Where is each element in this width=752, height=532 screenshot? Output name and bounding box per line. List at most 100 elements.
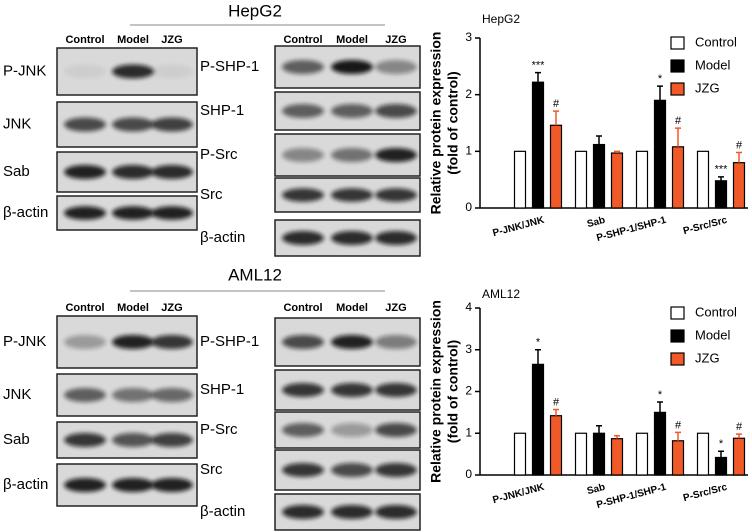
y-axis-label: Relative protein expression <box>428 300 444 483</box>
lane-label: Model <box>117 302 149 314</box>
x-tick-label: Sab <box>586 215 607 230</box>
significance-mark: * <box>658 389 663 401</box>
error-bar <box>553 408 559 416</box>
blot-title: HepG2 <box>228 1 282 20</box>
significance-mark: # <box>736 421 743 433</box>
protein-label: P-SHP-1 <box>200 333 259 350</box>
blot-band <box>331 335 373 349</box>
error-bar <box>675 431 681 441</box>
legend-swatch <box>670 36 685 50</box>
legend-swatch <box>670 329 685 343</box>
error-bar <box>596 135 602 145</box>
blot-band <box>151 206 193 220</box>
bar <box>549 415 563 476</box>
lane-label: Model <box>117 34 149 46</box>
significance-mark: # <box>675 419 682 431</box>
legend-label: Control <box>695 304 737 319</box>
blot-band <box>151 117 193 132</box>
blot-band <box>151 433 193 447</box>
blot-band <box>282 383 324 397</box>
y-tick-label: 4 <box>465 300 472 314</box>
x-tick-label: P-JNK/JNK <box>492 215 547 239</box>
blot-band <box>331 463 373 477</box>
error-bar <box>596 424 602 434</box>
error-bar <box>535 349 541 365</box>
blot-band <box>331 423 373 437</box>
lane-label: Model <box>336 34 368 46</box>
error-bar <box>675 127 681 147</box>
blot-band <box>375 335 417 349</box>
protein-label: P-Src <box>200 421 238 438</box>
bar <box>635 432 649 476</box>
error-bar <box>657 85 663 101</box>
blot-band <box>112 117 154 132</box>
blot-band <box>64 433 106 447</box>
blot-band <box>331 505 373 519</box>
legend-label: Control <box>695 34 737 49</box>
legend-label: Model <box>695 57 731 72</box>
y-tick-label: 1 <box>465 425 472 439</box>
bar <box>549 124 563 209</box>
error-bar <box>657 401 663 413</box>
blot-band <box>112 433 154 447</box>
error-bar <box>736 433 742 439</box>
legend-swatch <box>670 352 685 366</box>
error-bar <box>553 110 559 126</box>
x-tick-label: P-SHP-1/SHP-1 <box>595 215 668 244</box>
blot-band <box>64 335 106 349</box>
bar <box>696 150 710 209</box>
protein-label: β-actin <box>3 204 48 221</box>
blot-band <box>331 60 373 74</box>
protein-label: Src <box>200 461 223 478</box>
bar <box>513 432 527 476</box>
lane-label: JZG <box>161 34 182 46</box>
lane-label: Control <box>65 302 104 314</box>
lane-label: Control <box>65 34 104 46</box>
blot-band <box>64 117 106 132</box>
bar <box>610 152 624 209</box>
blot-band <box>64 206 106 220</box>
blot-band <box>375 383 417 397</box>
error-bar <box>718 450 724 458</box>
bar <box>696 432 710 476</box>
blot-band <box>331 104 373 118</box>
y-tick-label: 3 <box>465 342 472 356</box>
blot-band <box>151 165 193 179</box>
bar <box>714 456 728 476</box>
protein-label: JNK <box>3 115 31 132</box>
legend-label: JZG <box>695 80 720 95</box>
error-bar <box>736 151 742 163</box>
blot-band <box>64 64 106 79</box>
bar <box>610 438 624 476</box>
y-tick-label: 0 <box>465 467 472 481</box>
significance-mark: # <box>553 396 560 408</box>
y-tick-label: 2 <box>465 384 472 398</box>
legend-label: Model <box>695 327 731 342</box>
significance-mark: * <box>536 337 541 349</box>
blot-band <box>151 478 193 492</box>
x-tick-label: P-JNK/JNK <box>492 482 547 506</box>
bar <box>671 146 685 209</box>
y-axis-label: (fold of control) <box>445 340 461 443</box>
blot-band <box>282 463 324 477</box>
blot-band <box>112 478 154 492</box>
error-bar <box>614 150 620 154</box>
x-tick-label: P-SHP-1/SHP-1 <box>595 482 668 511</box>
bar <box>732 437 746 476</box>
protein-label: Src <box>200 186 223 203</box>
blot-band <box>282 423 324 437</box>
protein-label: P-Src <box>200 146 238 163</box>
blot-band <box>151 388 193 402</box>
protein-label: P-SHP-1 <box>200 58 259 75</box>
significance-mark: * <box>719 438 724 450</box>
blot-band <box>282 505 324 519</box>
protein-label: P-JNK <box>3 62 46 79</box>
blot-band <box>375 148 417 162</box>
blot-band <box>282 231 324 245</box>
blot-band <box>282 188 324 202</box>
blot-band <box>375 231 417 245</box>
bar <box>714 180 728 209</box>
protein-label: P-JNK <box>3 333 46 350</box>
bar <box>592 432 606 476</box>
